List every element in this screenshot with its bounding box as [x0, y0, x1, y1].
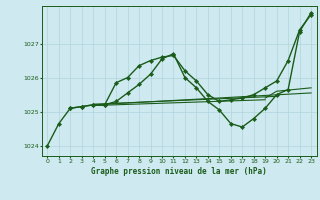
X-axis label: Graphe pression niveau de la mer (hPa): Graphe pression niveau de la mer (hPa) — [91, 167, 267, 176]
